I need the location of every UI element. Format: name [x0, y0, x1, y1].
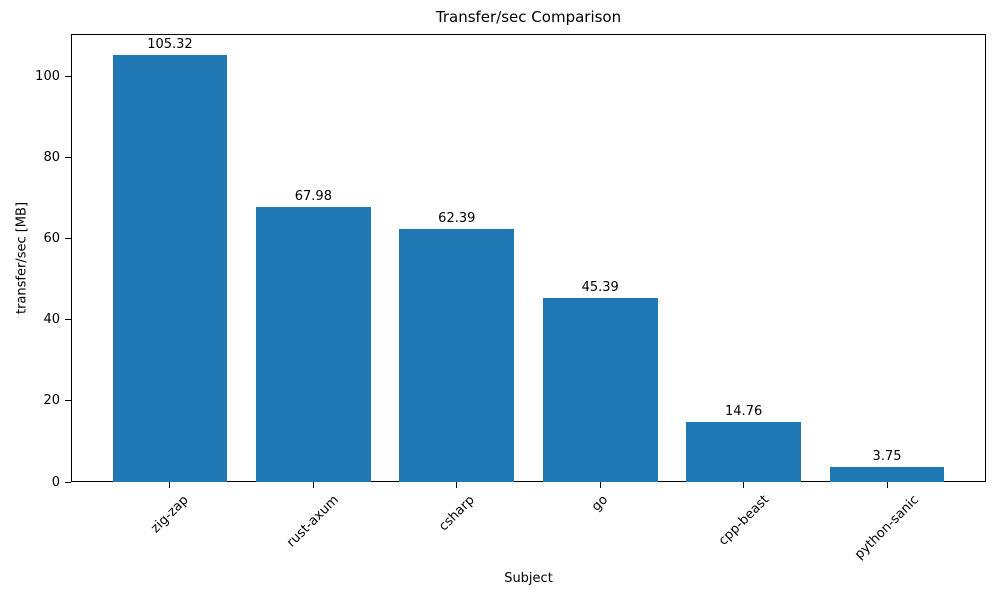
- y-tick-label: 100: [35, 69, 60, 85]
- bar-rust-axum: [256, 206, 371, 482]
- y-tick-label: 40: [43, 312, 60, 328]
- bar-go: [542, 298, 658, 482]
- x-tick-label: python-sanic: [852, 492, 922, 563]
- y-tick-label: 80: [43, 150, 60, 166]
- x-tick-label: go: [589, 492, 612, 515]
- x-axis-label: Subject: [504, 571, 553, 586]
- x-tick: [456, 482, 458, 488]
- x-tick-label: zig-zap: [148, 492, 192, 536]
- bar-value-label: 105.32: [147, 37, 193, 53]
- x-tick-label: rust-axum: [284, 492, 343, 551]
- x-tick: [599, 482, 601, 488]
- bar-value-label: 67.98: [294, 188, 332, 204]
- x-tick-label: cpp-beast: [715, 492, 772, 549]
- y-tick: [65, 400, 71, 402]
- bar-zig-zap: [112, 55, 228, 482]
- bar-value-label: 3.75: [872, 448, 902, 464]
- bar-cpp-beast: [686, 422, 801, 482]
- y-axis-label: transfer/sec [MB]: [14, 201, 30, 315]
- y-tick: [65, 481, 71, 483]
- y-tick: [65, 76, 71, 78]
- y-tick: [65, 238, 71, 240]
- bar-value-label: 45.39: [581, 280, 619, 296]
- y-tick-label: 0: [51, 474, 60, 490]
- bar-csharp: [399, 229, 515, 482]
- x-tick-label: csharp: [436, 492, 478, 535]
- y-tick-label: 20: [43, 393, 60, 409]
- y-tick-label: 60: [43, 231, 60, 247]
- bar-value-label: 14.76: [725, 404, 763, 420]
- x-tick: [312, 482, 314, 488]
- chart-title: Transfer/sec Comparison: [435, 8, 622, 26]
- bar-python-sanic: [829, 466, 945, 482]
- x-tick: [886, 482, 888, 488]
- y-tick: [65, 319, 71, 321]
- bar-value-label: 62.39: [438, 211, 476, 227]
- y-tick: [65, 157, 71, 159]
- x-tick: [743, 482, 745, 488]
- x-tick: [169, 482, 171, 488]
